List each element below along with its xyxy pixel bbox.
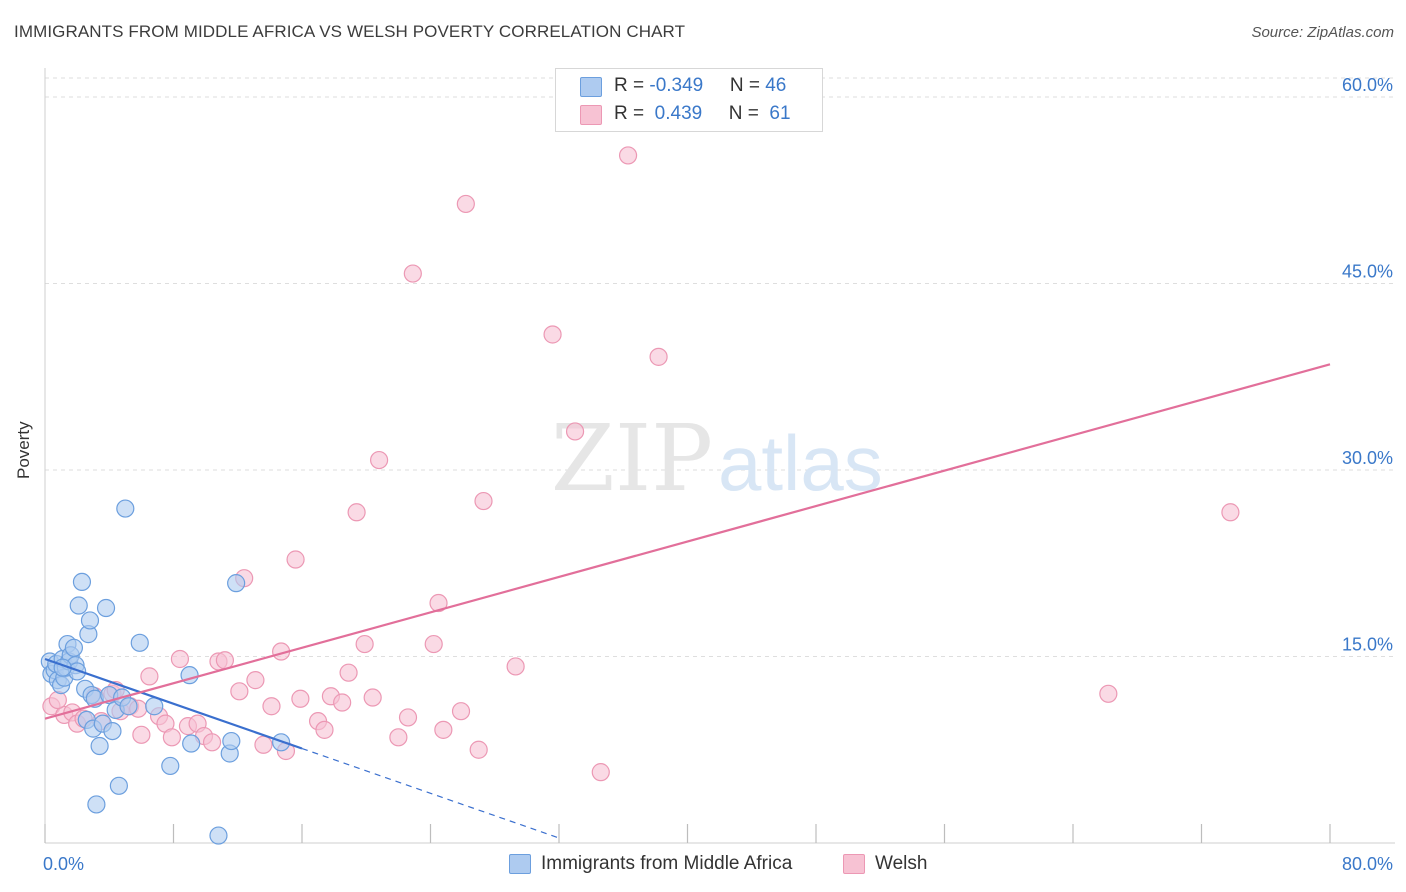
pink-point xyxy=(618,146,638,165)
pink-point xyxy=(363,688,382,707)
blue-point xyxy=(182,734,201,753)
blue-point xyxy=(222,731,241,751)
pink-point xyxy=(456,194,475,214)
legend-blue-n-label: N = xyxy=(729,75,766,96)
pink-point xyxy=(398,708,418,727)
source-credit: Source: ZipAtlas.com xyxy=(1251,24,1394,41)
pink-point xyxy=(506,657,525,676)
watermark-zip: ZIP xyxy=(551,405,713,512)
bottom-legend-blue-label: Immigrants from Middle Africa xyxy=(541,853,793,874)
pink-point xyxy=(389,728,408,747)
blue-point xyxy=(130,633,149,652)
pink-point xyxy=(403,264,422,283)
trendlines xyxy=(44,363,1331,839)
legend-swatch-blue xyxy=(580,77,602,97)
blue-point xyxy=(90,736,109,756)
blue-point xyxy=(161,756,180,776)
y-tick-label: 60.0% xyxy=(1342,75,1393,95)
pink-point xyxy=(355,634,374,654)
y-tick-label: 30.0% xyxy=(1342,448,1393,468)
blue-point xyxy=(145,697,164,716)
legend-pink-r-value: 0.439 xyxy=(649,103,703,124)
watermark-atlas: atlas xyxy=(718,419,883,507)
pink-point xyxy=(649,347,668,366)
x-tick-label-min: 0.0% xyxy=(43,854,84,874)
blue-point xyxy=(116,499,135,518)
pink-point xyxy=(315,720,334,739)
pink-point xyxy=(424,634,443,654)
welsh-points xyxy=(42,146,1240,782)
blue-point xyxy=(119,697,138,716)
watermark: ZIP atlas xyxy=(551,405,883,512)
blue-point xyxy=(96,598,116,618)
pink-point xyxy=(132,725,151,744)
pink-point xyxy=(469,740,488,759)
pink-point xyxy=(474,491,493,511)
blue-point xyxy=(64,638,84,657)
blue-trendline xyxy=(44,657,303,750)
y-tick-label: 15.0% xyxy=(1342,635,1393,655)
legend-blue-r-label: R = xyxy=(614,75,650,96)
legend-blue-r-value: -0.349 xyxy=(649,75,704,96)
pink-point xyxy=(246,671,265,690)
pink-point xyxy=(333,693,352,712)
pink-point xyxy=(543,325,562,344)
pink-point xyxy=(1099,684,1118,703)
pink-point xyxy=(202,733,222,752)
x-tick-label-max: 80.0% xyxy=(1342,854,1393,874)
pink-point xyxy=(429,593,448,613)
y-tick-label: 45.0% xyxy=(1342,262,1393,282)
bottom-legend-swatch-blue xyxy=(509,854,531,874)
pink-point xyxy=(162,728,181,747)
pink-point xyxy=(230,682,249,701)
pink-point xyxy=(565,422,585,441)
pink-trendline xyxy=(44,363,1331,720)
pink-point xyxy=(370,450,389,470)
pink-point xyxy=(291,689,310,708)
blue-point xyxy=(69,596,88,615)
correlation-legend: R = -0.349 N = 46 R = 0.439 N = 61 xyxy=(555,68,823,132)
legend-blue-n-value: 46 xyxy=(765,75,787,96)
legend-pink-n-label: N = xyxy=(728,103,765,124)
legend-swatch-pink xyxy=(580,105,602,125)
blue-point xyxy=(72,572,92,592)
pink-point xyxy=(262,697,281,716)
tick-labels: 15.0% 30.0% 45.0% 60.0% 0.0% 80.0% xyxy=(43,75,1393,874)
chart-title: IMMIGRANTS FROM MIDDLE AFRICA VS WELSH P… xyxy=(14,22,686,41)
blue-point xyxy=(87,795,106,814)
pink-point xyxy=(140,667,159,686)
pink-point xyxy=(591,763,610,782)
pink-point xyxy=(286,550,305,569)
pink-point xyxy=(434,720,453,739)
pink-point xyxy=(254,735,273,754)
pink-point xyxy=(1221,503,1240,522)
blue-trendline-extension xyxy=(301,747,560,839)
pink-point xyxy=(48,690,67,710)
blue-point xyxy=(109,776,128,795)
pink-point xyxy=(451,702,471,721)
blue-point xyxy=(209,826,228,845)
pink-point xyxy=(170,649,190,669)
bottom-legend-swatch-pink xyxy=(843,854,865,874)
blue-point xyxy=(80,611,100,630)
y-axis-label: Poverty xyxy=(14,421,33,479)
legend-pink-r-label: R = xyxy=(614,103,650,124)
axes xyxy=(44,68,1395,844)
legend-pink-n-value: 61 xyxy=(764,103,791,124)
blue-point xyxy=(227,574,246,593)
blue-point xyxy=(103,721,122,741)
pink-point xyxy=(215,651,234,670)
bottom-legend-pink-label: Welsh xyxy=(875,853,928,874)
pink-point xyxy=(339,663,358,682)
pink-point xyxy=(347,503,366,522)
